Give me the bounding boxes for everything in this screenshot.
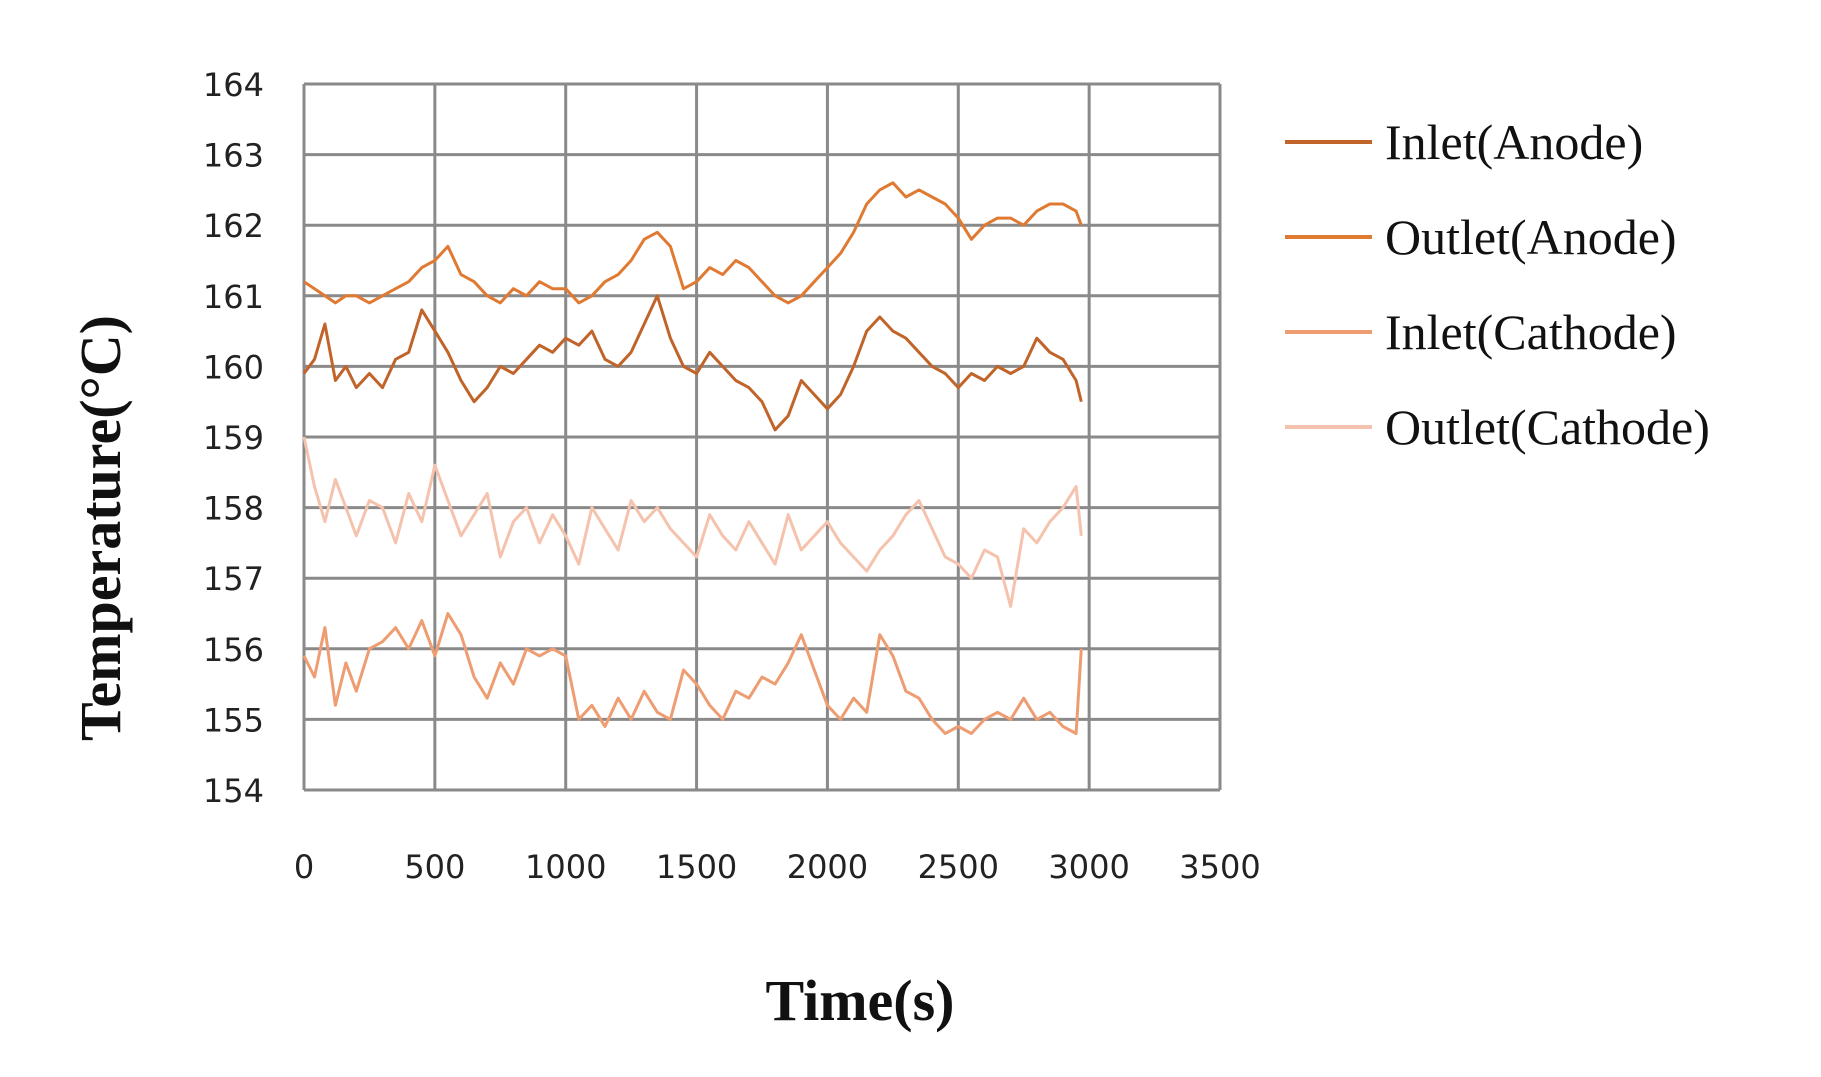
x-tick-label: 2000 (787, 848, 868, 886)
legend-label: Inlet(Anode) (1385, 114, 1643, 170)
y-tick-label: 162 (203, 207, 264, 245)
x-tick-label: 0 (294, 848, 314, 886)
y-tick-label: 159 (203, 419, 264, 457)
legend-label: Outlet(Cathode) (1385, 399, 1710, 455)
grid (302, 82, 1222, 792)
y-tick-labels: 154 155 156 157 158 159 160 161 162 163 164 (203, 66, 264, 810)
x-tick-label: 1500 (656, 848, 737, 886)
series-lines (302, 181, 1083, 735)
x-tick-label: 3000 (1048, 848, 1129, 886)
x-axis-title: Time(s) (765, 968, 954, 1033)
y-tick-label: 155 (203, 701, 264, 739)
legend-label: Inlet(Cathode) (1385, 304, 1677, 360)
series-line-1 (303, 181, 1083, 305)
y-tick-label: 164 (203, 66, 264, 104)
y-tick-label: 163 (203, 137, 264, 175)
x-tick-label: 1000 (525, 848, 606, 886)
y-tick-label: 161 (203, 278, 264, 316)
x-tick-label: 500 (404, 848, 465, 886)
y-tick-label: 154 (203, 772, 264, 810)
y-tick-label: 157 (203, 560, 264, 598)
series-line-0 (302, 294, 1083, 432)
legend: Inlet(Anode) Outlet(Anode) Inlet(Cathode) O… (1285, 114, 1710, 455)
series-line-2 (302, 612, 1083, 735)
legend-label: Outlet(Anode) (1385, 209, 1677, 265)
y-tick-label: 156 (203, 631, 264, 669)
y-tick-label: 160 (203, 348, 264, 386)
x-tick-label: 2500 (918, 848, 999, 886)
x-tick-label: 3500 (1179, 848, 1260, 886)
x-tick-labels: 0 500 1000 1500 2000 2500 3000 3500 (294, 848, 1261, 886)
y-tick-label: 158 (203, 490, 264, 528)
series-line-3 (302, 436, 1083, 608)
y-axis-title: Temperature(°C) (68, 315, 133, 741)
